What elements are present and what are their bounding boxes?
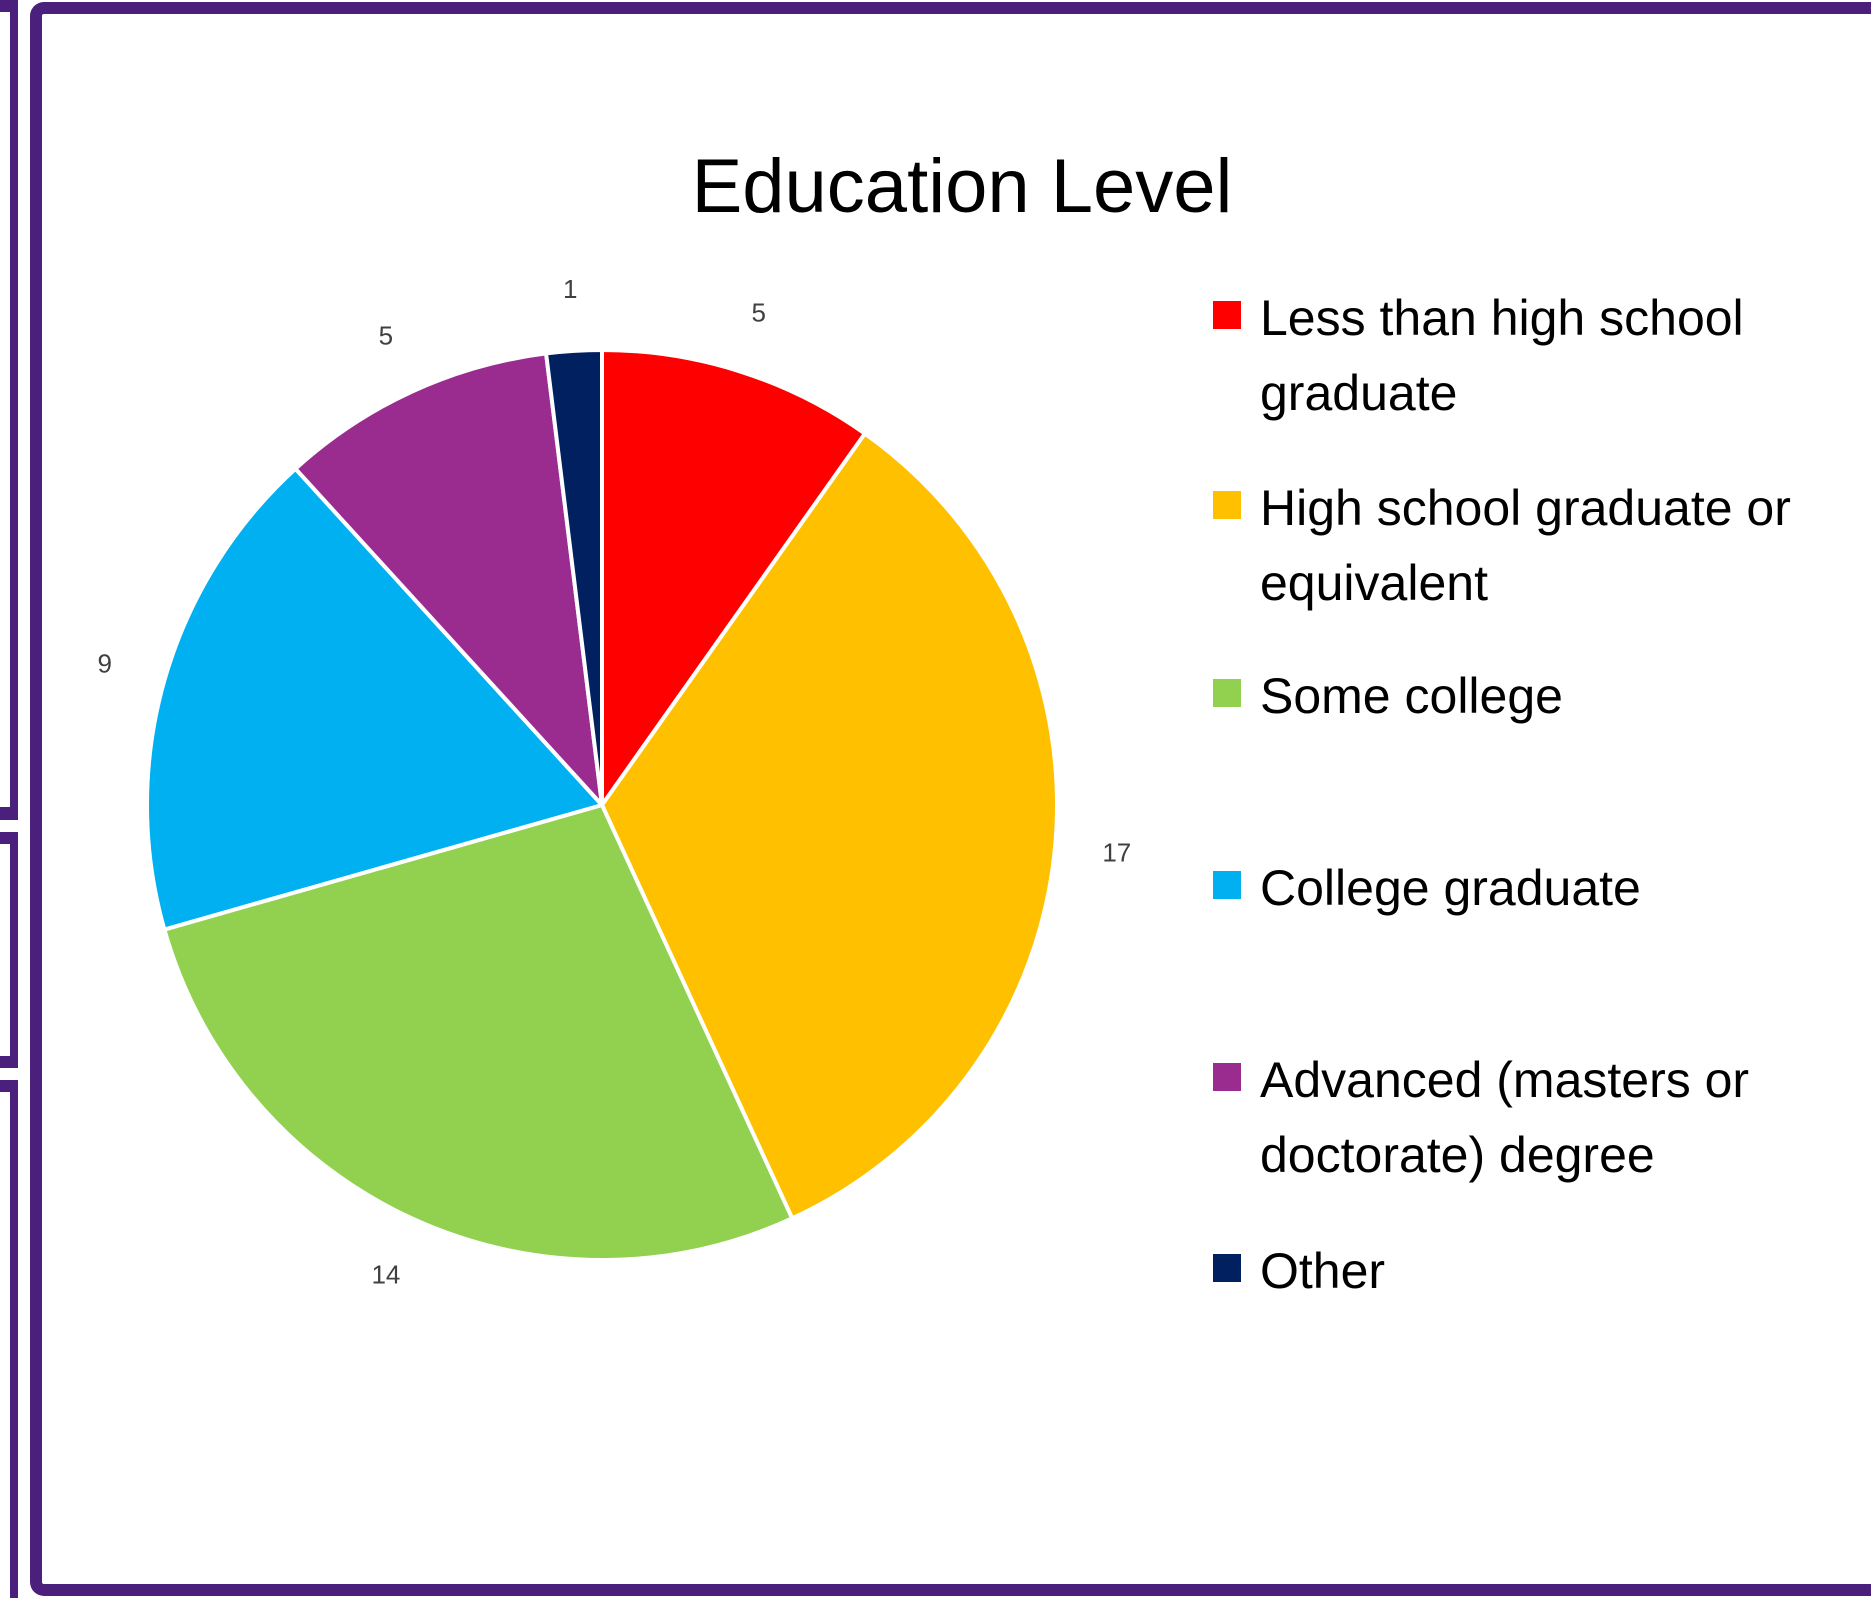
chart-title: Education Level (692, 144, 1233, 229)
left-frame-strip-bottom-inner (0, 1092, 10, 1598)
legend-swatch-some-college (1213, 679, 1241, 707)
data-label-high-school-graduate: 17 (1102, 838, 1131, 868)
legend-swatch-advanced-degree (1213, 1063, 1241, 1091)
pie-slice-college-graduate (145, 466, 604, 932)
legend-swatch-high-school-graduate (1213, 491, 1241, 519)
legend-label-advanced-degree: Advanced (masters or doctorate) degree (1260, 1052, 1749, 1183)
pie-slice-high-school-graduate (600, 431, 1059, 1221)
legend-label-other: Other (1260, 1243, 1385, 1299)
data-label-advanced-degree: 5 (379, 320, 393, 350)
data-label-some-college: 14 (371, 1260, 400, 1290)
pie-slice-advanced-degree (293, 351, 604, 807)
legend-swatch-other (1213, 1254, 1241, 1282)
chart-legend: Less than high school graduate High school… (1213, 290, 1791, 1299)
pie-slice-other (544, 348, 604, 807)
data-label-college-graduate: 9 (98, 649, 112, 679)
legend-label-less-than-high-school: Less than high school graduate (1260, 290, 1744, 421)
legend-label-some-college: Some college (1260, 668, 1563, 724)
legend-label-high-school-graduate: High school graduate or equivalent (1260, 480, 1791, 611)
legend-label-college-graduate: College graduate (1260, 860, 1641, 916)
legend-swatch-college-graduate (1213, 871, 1241, 899)
pie-data-labels: 5 17 14 9 5 1 (98, 274, 1132, 1290)
pie-slice-some-college (162, 803, 795, 1262)
legend-swatch-less-than-high-school (1213, 301, 1241, 329)
pie-slice-less-than-high-school (600, 348, 867, 807)
data-label-less-than-high-school: 5 (751, 297, 765, 327)
left-frame-strip-top-inner (0, 12, 10, 807)
pie-slices (145, 348, 1059, 1262)
data-label-other: 1 (563, 274, 577, 304)
left-frame-strip-middle-inner (0, 844, 10, 1056)
